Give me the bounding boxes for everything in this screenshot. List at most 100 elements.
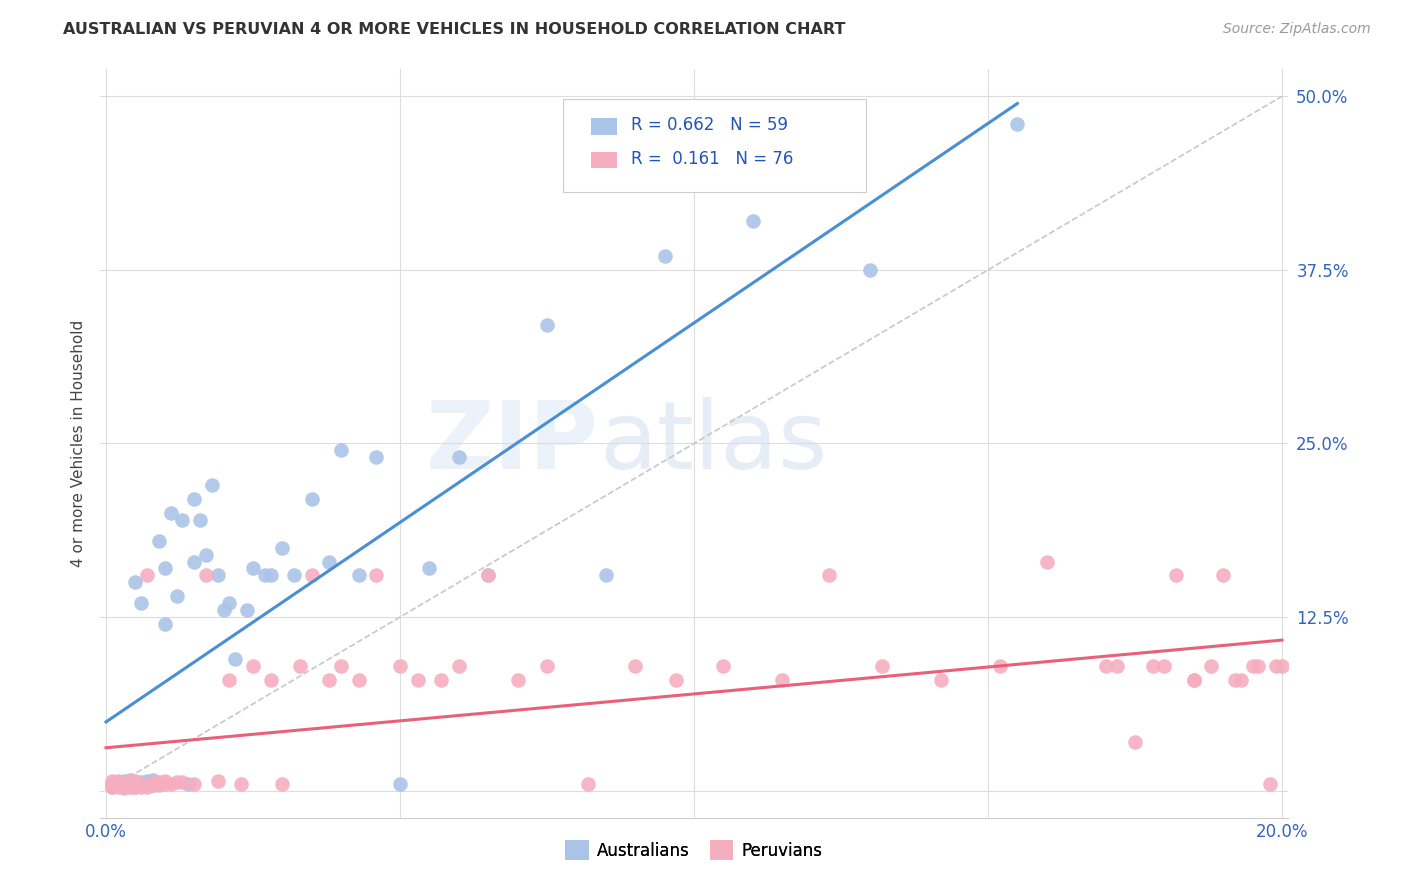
Point [118,780,141,794]
Point [536,318,558,333]
Point [142,778,165,792]
Text: R = 0.662   N = 59: R = 0.662 N = 59 [631,116,787,134]
Point [142,775,165,789]
Point [870,658,893,673]
Point [253,568,276,582]
Point [101,777,124,791]
Point [301,491,323,506]
Point [1153,658,1175,673]
Point [236,603,259,617]
Point [112,780,135,795]
Point [242,658,264,673]
Point [159,506,181,520]
Point [148,778,170,792]
Point [288,658,311,673]
Point [124,777,146,791]
Point [330,443,353,458]
Point [207,568,229,582]
Point [366,568,388,582]
Point [1094,658,1116,673]
Y-axis label: 4 or more Vehicles in Household: 4 or more Vehicles in Household [72,320,86,567]
Point [477,568,499,582]
Point [218,596,240,610]
Point [183,777,205,791]
Point [107,780,129,794]
Point [101,780,124,794]
FancyBboxPatch shape [591,152,617,169]
Point [242,561,264,575]
Point [112,774,135,789]
Point [665,673,688,687]
Point [177,777,200,791]
Point [124,774,146,789]
Point [1258,777,1281,791]
Point [136,774,159,789]
Point [153,561,176,575]
Point [347,568,370,582]
Point [1107,658,1129,673]
Point [118,778,141,792]
Point [194,548,217,562]
Point [129,780,152,794]
Text: atlas: atlas [599,398,827,490]
Point [142,772,165,787]
Point [159,777,181,791]
Point [654,249,676,263]
Point [1247,658,1270,673]
Point [218,673,240,687]
Point [1201,658,1223,673]
Point [136,568,159,582]
Point [129,596,152,610]
Point [201,478,224,492]
Point [101,777,124,791]
Point [447,658,470,673]
Point [101,780,124,794]
Text: AUSTRALIAN VS PERUVIAN 4 OR MORE VEHICLES IN HOUSEHOLD CORRELATION CHART: AUSTRALIAN VS PERUVIAN 4 OR MORE VEHICLE… [63,22,845,37]
Point [107,775,129,789]
Point [107,778,129,792]
Point [624,658,647,673]
Point [212,603,235,617]
Point [172,775,194,789]
Point [859,263,882,277]
Point [741,214,763,228]
Point [172,513,194,527]
Point [1036,555,1059,569]
Point [1182,673,1205,687]
Legend: Australians, Peruvians: Australians, Peruvians [558,834,830,866]
Point [112,777,135,791]
Point [1223,673,1246,687]
Point [224,652,246,666]
Point [207,774,229,789]
Point [330,658,353,673]
Point [447,450,470,465]
Point [271,541,294,555]
Point [129,777,152,791]
Point [142,778,165,792]
Point [1182,673,1205,687]
Point [929,673,952,687]
Point [259,673,281,687]
Point [1007,117,1029,131]
Point [194,568,217,582]
Point [118,777,141,791]
Point [148,777,170,791]
Point [388,658,411,673]
Point [112,780,135,794]
Point [347,673,370,687]
Point [107,774,129,789]
Point [536,658,558,673]
Point [129,778,152,792]
Point [576,777,599,791]
FancyBboxPatch shape [591,118,617,135]
Point [713,658,735,673]
Point [259,568,281,582]
Point [124,777,146,791]
Point [406,673,429,687]
Point [318,555,340,569]
Point [188,513,211,527]
Point [107,777,129,791]
Point [1123,735,1146,749]
Point [1230,673,1253,687]
Point [283,568,305,582]
